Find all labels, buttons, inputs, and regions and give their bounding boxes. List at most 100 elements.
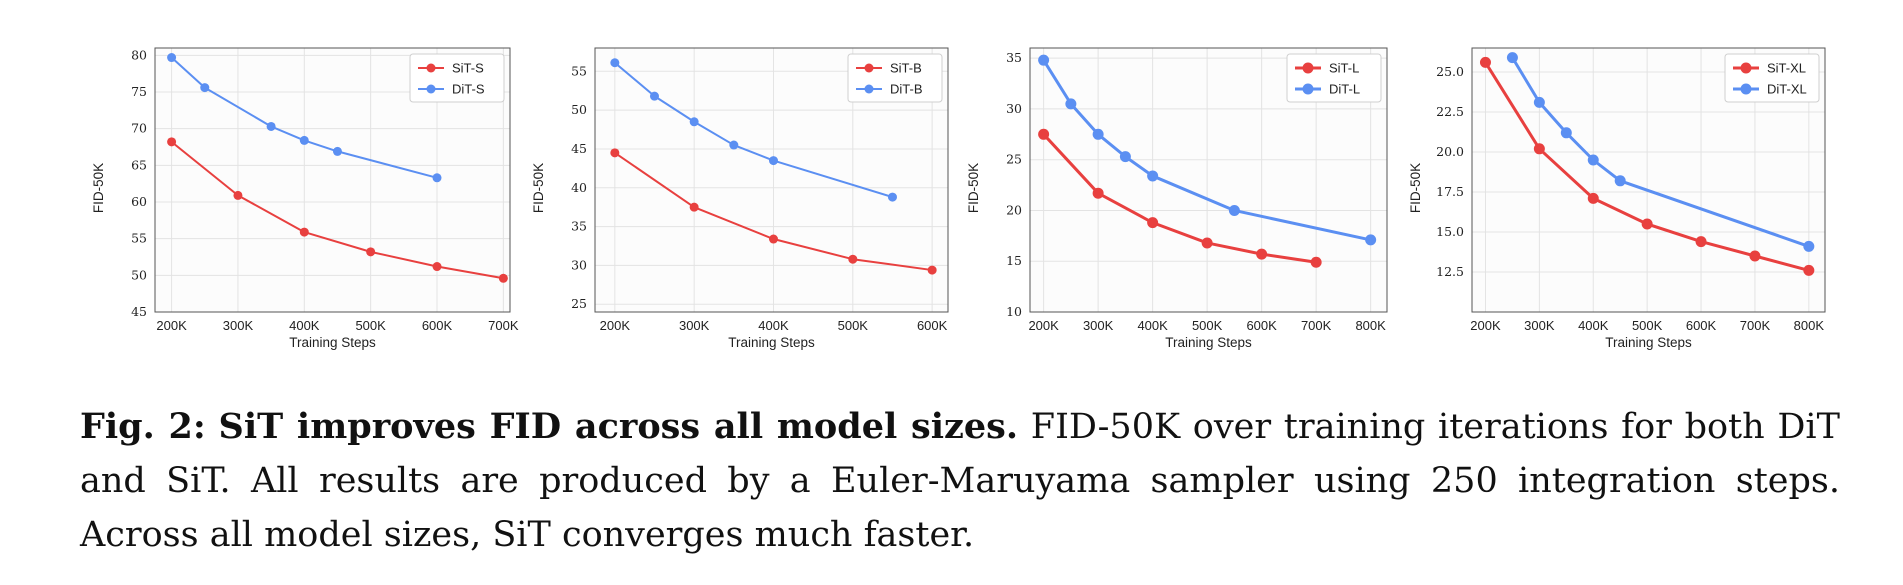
legend: SiT-B DiT-B: [847, 53, 943, 103]
data-point: [1228, 204, 1240, 216]
data-point: [1587, 154, 1599, 166]
data-point: [432, 173, 442, 183]
data-point: [1201, 237, 1213, 249]
x-tick-label: 200K: [600, 318, 631, 333]
x-axis-label: Training Steps: [728, 335, 815, 350]
y-tick-label: 35: [571, 219, 587, 234]
y-axis-label: FID-50K: [1408, 163, 1423, 213]
y-tick: 25: [571, 296, 587, 311]
data-point: [1038, 128, 1050, 140]
legend-swatch-marker: [1740, 62, 1752, 74]
series-line: [1042, 133, 1317, 264]
y-axis-label: FID-50K: [531, 163, 546, 213]
y-tick-label: 10: [1006, 304, 1022, 319]
x-tick-label: 700K: [1740, 318, 1771, 333]
legend-swatch-marker: [426, 63, 436, 73]
legend-label: DiT-L: [1329, 82, 1360, 97]
y-tick-label: 80: [131, 47, 147, 62]
data-point: [1614, 175, 1626, 187]
x-tick-label: 300K: [1083, 318, 1114, 333]
figure-caption: Fig. 2: SiT improves FID across all mode…: [80, 400, 1840, 562]
data-point: [1119, 151, 1131, 163]
y-tick: 20: [1006, 202, 1022, 217]
legend-item: SiT-L: [1295, 61, 1359, 76]
y-tick-label: 75: [131, 84, 147, 99]
y-tick: 75: [131, 84, 147, 99]
legend-label: DiT-S: [452, 82, 485, 97]
legend-item: SiT-XL: [1733, 61, 1806, 76]
y-tick: 35: [1006, 50, 1022, 65]
data-point: [1147, 217, 1159, 229]
legend-label: SiT-XL: [1767, 61, 1806, 76]
data-point: [848, 254, 858, 264]
y-tick: 35: [571, 219, 587, 234]
y-tick: 55: [131, 231, 147, 246]
legend-swatch-marker: [1302, 62, 1314, 74]
y-tick-label: 20: [1006, 202, 1022, 217]
y-tick-label: 12.5: [1436, 264, 1464, 279]
series-dit-xl: [1506, 52, 1815, 252]
y-tick: 55: [571, 63, 587, 78]
x-tick-label: 400K: [1578, 318, 1609, 333]
series-line: [614, 61, 893, 199]
legend-swatch-marker: [864, 63, 874, 73]
x-tick-label: 200K: [1028, 318, 1059, 333]
y-tick: 40: [571, 180, 587, 195]
data-point: [1695, 236, 1707, 248]
series-sit-xl: [1479, 56, 1815, 276]
series-dit-l: [1038, 54, 1377, 246]
data-point: [1038, 54, 1050, 66]
y-tick: 65: [131, 157, 147, 172]
plot-frame: [594, 47, 949, 313]
series-dit-b: [610, 58, 897, 202]
x-tick-label: 600K: [422, 318, 453, 333]
y-tick: 25.0: [1436, 64, 1464, 79]
y-tick-label: 45: [131, 304, 147, 319]
chart-panel-2: 25 30 35 40 45 50 55 200K 300K 400K 500K 600K Traini…: [531, 47, 949, 350]
data-point: [1641, 218, 1653, 230]
y-tick: 70: [131, 121, 147, 136]
data-point: [332, 146, 342, 156]
legend-item: SiT-B: [856, 61, 922, 76]
x-tick-label: 400K: [289, 318, 320, 333]
x-tick-label: 400K: [1137, 318, 1168, 333]
data-point: [498, 273, 508, 283]
x-tick-label: 600K: [917, 318, 948, 333]
y-tick-label: 40: [571, 180, 587, 195]
data-point: [1147, 170, 1159, 182]
data-point: [1803, 264, 1815, 276]
data-point: [167, 137, 177, 147]
y-tick-label: 50: [131, 267, 147, 282]
y-tick-label: 65: [131, 157, 147, 172]
data-point: [729, 140, 739, 150]
data-point: [1256, 248, 1268, 260]
legend-swatch-marker: [864, 84, 874, 94]
data-point: [1065, 98, 1077, 110]
y-tick-label: 15.0: [1436, 224, 1464, 239]
y-tick-label: 50: [571, 102, 587, 117]
legend-item: DiT-XL: [1733, 82, 1807, 97]
charts-figure: 45 50 55 60 65 70 75 80 200K 300K 400K 500K 600K 700K…: [91, 47, 1826, 350]
y-tick: 30: [571, 257, 587, 272]
caption-label: Fig. 2:: [80, 406, 206, 447]
data-point: [233, 190, 243, 200]
data-point: [1803, 240, 1815, 252]
data-point: [610, 58, 620, 68]
y-tick: 25: [1006, 152, 1022, 167]
y-tick-label: 70: [131, 121, 147, 136]
legend-label: DiT-B: [890, 82, 923, 97]
data-point: [649, 91, 659, 101]
data-point: [167, 53, 177, 63]
legend-item: SiT-S: [418, 61, 484, 76]
y-tick-label: 35: [1006, 50, 1022, 65]
legend: SiT-XL DiT-XL: [1724, 53, 1820, 103]
y-tick-label: 45: [571, 141, 587, 156]
y-axis-label: FID-50K: [966, 163, 981, 213]
x-tick-label: 600K: [1246, 318, 1277, 333]
plot-frame: [1029, 47, 1388, 313]
x-tick-label: 300K: [1524, 318, 1555, 333]
x-tick-label: 800K: [1794, 318, 1825, 333]
series-line: [170, 56, 438, 179]
chart-panel-1: 45 50 55 60 65 70 75 80 200K 300K 400K 500K 600K 700K…: [91, 47, 519, 350]
data-point: [1479, 56, 1491, 68]
